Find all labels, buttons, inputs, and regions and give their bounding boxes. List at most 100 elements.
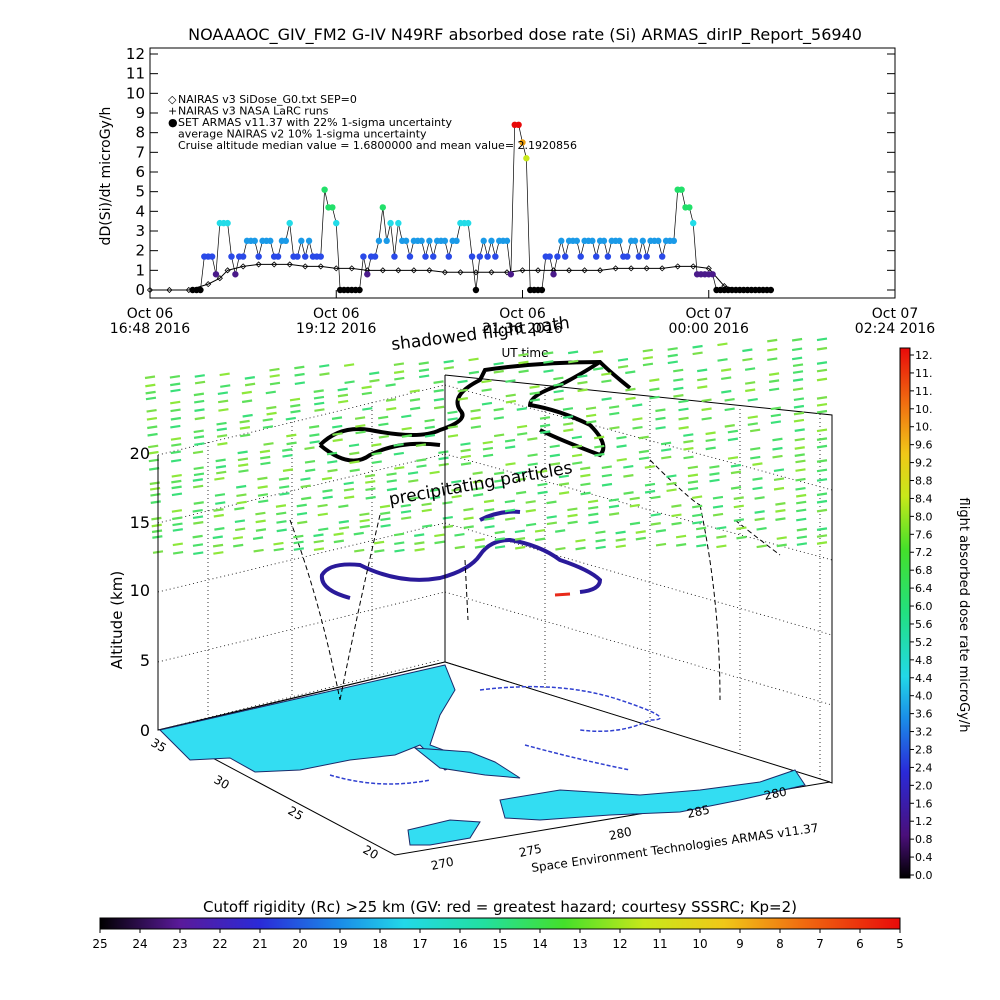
particle-dash: [355, 430, 366, 435]
particle-dash: [170, 437, 182, 441]
particle-dash: [354, 548, 365, 553]
particle-dash: [332, 432, 343, 436]
particle-dash: [171, 473, 182, 478]
particle-dash: [244, 376, 255, 380]
particle-dash: [712, 504, 724, 509]
armas-data-point: [387, 219, 394, 227]
particle-dash: [400, 509, 412, 514]
particle-dash: [171, 509, 183, 513]
particle-dash: [258, 499, 269, 504]
armas-data-point: [519, 139, 526, 146]
particle-dash: [514, 529, 526, 534]
particle-dash: [816, 468, 828, 473]
particle-dash: [233, 543, 244, 548]
particle-dash: [194, 416, 205, 421]
particle-dash: [262, 425, 274, 429]
armas-data-point: [445, 253, 452, 260]
particle-dash: [433, 397, 445, 402]
particle-dash: [687, 480, 699, 484]
particle-dash: [343, 363, 355, 367]
particle-dash: [172, 528, 183, 532]
particle-dash: [194, 380, 206, 385]
longitude-tick-label: 280: [608, 824, 633, 842]
particle-dash: [238, 463, 249, 467]
particle-dash: [359, 524, 371, 529]
particle-dash: [587, 499, 599, 504]
altitude-ticks: 0 5 10 15 20: [130, 444, 150, 740]
particle-dash: [393, 362, 405, 366]
particle-dash: [724, 398, 735, 402]
particle-dash: [558, 482, 570, 486]
particle-dash: [171, 479, 182, 484]
particle-dash: [293, 534, 304, 539]
particle-dash: [148, 450, 159, 455]
particle-dash: [194, 408, 205, 412]
particle-dash: [239, 419, 250, 424]
particle-dash: [770, 406, 781, 411]
nairas-diamond-point: [395, 267, 402, 274]
nairas-diamond-point: [348, 265, 355, 272]
particle-dash: [493, 433, 505, 438]
colorbar-tick-label: 2.4: [915, 761, 933, 774]
x-tick-label-time: 19:12 2016: [296, 321, 377, 337]
particle-dash: [558, 491, 570, 495]
particle-dash: [145, 390, 156, 395]
particle-dash: [796, 517, 807, 522]
particle-dash: [438, 462, 449, 467]
particle-dash: [216, 421, 227, 426]
particle-dash: [429, 495, 441, 500]
latitude-tick-label: 25: [286, 803, 306, 823]
nairas-diamond-point: [659, 265, 666, 272]
particle-dash: [540, 430, 551, 434]
particle-dash: [344, 495, 355, 500]
particle-dash: [213, 513, 224, 518]
particle-dash: [463, 516, 474, 521]
particle-dash: [354, 416, 366, 420]
particle-dash: [171, 443, 182, 447]
particle-dash: [386, 479, 397, 483]
particle-dash: [252, 536, 264, 540]
particle-dash: [472, 471, 483, 475]
particle-dash: [644, 489, 656, 494]
particle-dash: [214, 477, 225, 481]
particle-dash: [515, 490, 527, 495]
nairas-diamond-point: [472, 269, 480, 276]
particle-dash: [257, 493, 269, 497]
armas-data-point: [573, 237, 581, 245]
particle-dash: [733, 496, 744, 500]
particle-dash: [580, 466, 591, 471]
x-tick-label-date: Oct 07: [686, 306, 732, 322]
particle-dash: [457, 379, 468, 384]
particle-dash: [505, 462, 516, 466]
particle-dash: [529, 398, 540, 402]
particle-dash: [767, 338, 778, 343]
particle-dash: [393, 370, 405, 374]
particle-dash: [457, 388, 468, 393]
particle-dash: [518, 369, 529, 374]
colorbar-ticks: 12. 11. 11. 10. 10. 9.6 9.2 8.8 8.4 8.0 7.6 7.2 6.8 6…: [910, 349, 933, 882]
particle-dash: [816, 368, 828, 373]
particle-dash: [193, 466, 204, 471]
armas-data-point: [593, 253, 600, 260]
particle-dash: [147, 432, 158, 437]
particle-dash: [470, 408, 481, 413]
colorbar-tick-label: 0.8: [915, 833, 933, 846]
particle-dash: [481, 401, 493, 406]
particle-dash: [717, 358, 728, 362]
particle-dash: [418, 374, 430, 379]
armas-data-point: [395, 219, 402, 227]
particle-dash: [793, 418, 805, 423]
particle-dash: [193, 429, 204, 434]
particle-dash: [327, 460, 338, 464]
particle-dash: [527, 437, 538, 441]
particle-dash: [793, 397, 805, 402]
particle-dash: [269, 367, 280, 372]
particle-dash: [608, 512, 620, 516]
floor-map: [158, 661, 831, 856]
particle-dash: [380, 511, 391, 516]
particle-dash: [642, 362, 654, 367]
particle-dash: [317, 512, 328, 517]
particle-dash: [314, 408, 325, 412]
